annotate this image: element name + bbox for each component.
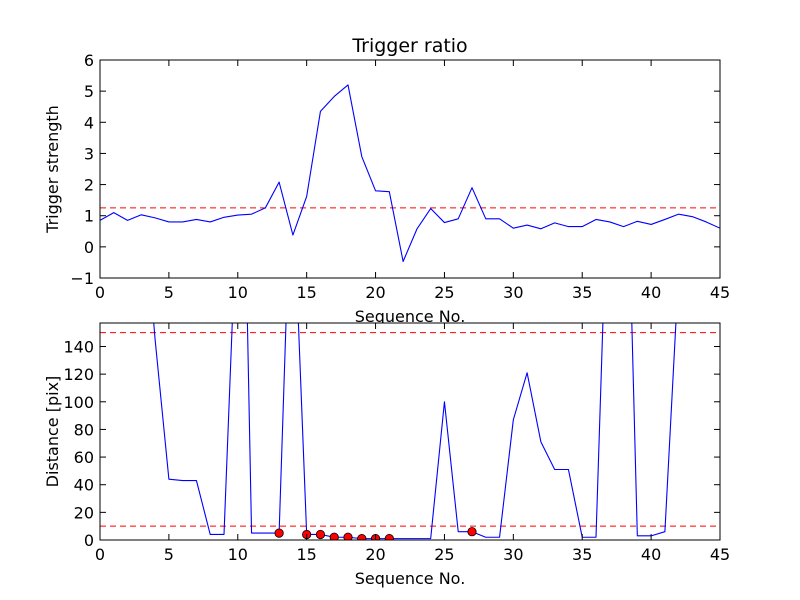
chart-1-x-tick-label: 15	[296, 283, 316, 302]
chart-1-title: Trigger ratio	[351, 35, 467, 57]
chart-1-series-line	[100, 84, 720, 263]
chart-2-x-tick-label: 40	[641, 545, 661, 564]
chart-2-x-tick-label: 5	[164, 545, 174, 564]
chart-2-marker-point	[315, 529, 326, 540]
chart-1-x-axis-label: Sequence No.	[355, 307, 466, 326]
chart-2-y-axis-label: Distance [pix]	[43, 376, 62, 488]
chart-2-y-tick-label: 20	[74, 503, 94, 522]
chart-1-y-tick-label: 4	[84, 113, 94, 132]
chart-1-y-tick-label: 6	[84, 51, 94, 70]
chart-1-x-tick-label: 40	[641, 283, 661, 302]
chart-2-marker-point	[329, 532, 339, 540]
chart-2-x-tick-label: 25	[434, 545, 454, 564]
chart-1-x-tick-label: 20	[365, 283, 385, 302]
chart-2-series-line	[153, 323, 677, 540]
chart-2-marker-point	[274, 528, 284, 538]
chart-2-x-tick-label: 30	[503, 545, 523, 564]
chart-1-x-tick-label: 30	[503, 283, 523, 302]
chart-1-x-tick-label: 35	[572, 283, 592, 302]
chart-1-y-tick-label: 2	[84, 176, 94, 195]
chart-1-x-tick-label: 0	[95, 283, 105, 302]
chart-2-markers	[274, 527, 477, 540]
chart-2-x-tick-label: 35	[572, 545, 592, 564]
chart-1-axes-frame	[99, 59, 721, 279]
chart-2-x-tick-label: 0	[95, 545, 105, 564]
chart-1-x-tick-label: 45	[710, 283, 730, 302]
chart-2-y-tick-label: 100	[63, 393, 94, 412]
chart-2-axes-frame	[99, 322, 721, 541]
chart-1-x-tick-label: 10	[228, 283, 248, 302]
chart-2-marker-point	[384, 534, 394, 540]
chart-1-y-tick-label: 3	[84, 144, 94, 163]
chart-2-y-tick-label: 140	[63, 337, 94, 356]
chart-1-plot-area	[100, 60, 720, 278]
chart-2-y-tick-label: 60	[74, 448, 94, 467]
chart-2-y-tick-label: 120	[63, 365, 94, 384]
chart-2-marker-point	[357, 534, 367, 540]
chart-1-y-tick-label: 5	[84, 82, 94, 101]
chart-1-x-tick-label: 25	[434, 283, 454, 302]
chart-2-y-tick-label: 80	[74, 420, 94, 439]
chart-1-x-tick-label: 5	[164, 283, 174, 302]
chart-2-x-tick-label: 20	[365, 545, 385, 564]
chart-1-y-tick-label: −1	[70, 269, 94, 288]
chart-2-x-tick-label: 45	[710, 545, 730, 564]
chart-2-x-axis-label: Sequence No.	[355, 569, 466, 588]
chart-2-x-tick-label: 10	[228, 545, 248, 564]
chart-1-y-axis-label: Trigger strength	[43, 105, 62, 234]
chart-1-y-tick-label: 0	[84, 238, 94, 257]
chart-2: 0 5 10 15 20 25 30 35 40 45 0 20 40 60 80 100 120 140 Sequ…	[43, 322, 730, 588]
chart-2-x-tick-label: 15	[296, 545, 316, 564]
chart-1-y-tick-label: 1	[84, 207, 94, 226]
chart-2-y-tick-label: 40	[74, 476, 94, 495]
chart-2-marker-point	[467, 527, 477, 537]
chart-2-y-tick-label: 0	[84, 531, 94, 550]
chart-2-marker-point	[343, 532, 353, 540]
chart-2-plot-area	[100, 323, 720, 540]
